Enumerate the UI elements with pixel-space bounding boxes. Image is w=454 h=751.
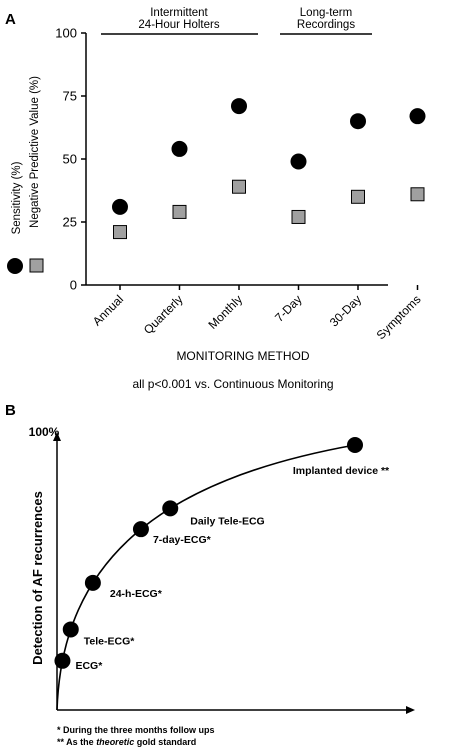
x-tick-label: 7-Day <box>272 292 305 325</box>
group-header-line2-longterm: Recordings <box>297 19 355 31</box>
sensitivity-point <box>290 153 307 170</box>
curve-point <box>62 621 79 638</box>
x-ticks-a: Annual Quarterly Monthly 7-Day 30-Day Symptom… <box>90 285 424 342</box>
y-axis-arrowhead <box>53 432 61 441</box>
group-header-line1-holters: Intermittent <box>150 7 208 19</box>
y-ticks-a: 0 25 50 75 100 <box>55 26 86 293</box>
npv-point <box>351 189 365 204</box>
footnote-2-suffix: gold standard <box>134 737 196 747</box>
significance-note: all p<0.001 vs. Continuous Monitoring <box>132 377 333 391</box>
curve-point-label: Tele-ECG* <box>84 635 135 647</box>
y-axis-label-detection: Detection of AF recurrences <box>30 491 45 665</box>
curve-point <box>347 437 363 453</box>
scatter-marks-a <box>112 98 426 240</box>
npv-point <box>113 225 127 240</box>
legend-circle-marker <box>7 258 23 274</box>
curve-point-label: 24-h-ECG* <box>110 588 163 600</box>
group-header-line1-longterm: Long-term <box>300 7 352 19</box>
footnote-2-emphasis: theoretic <box>96 737 134 747</box>
curve-point <box>162 500 179 517</box>
sensitivity-point <box>171 140 188 157</box>
curve-point <box>54 652 71 669</box>
curve-point <box>132 521 149 538</box>
x-tick-label: Quarterly <box>141 292 186 337</box>
npv-point <box>172 204 187 219</box>
x-tick-label: 30-Day <box>327 292 364 329</box>
legend-square-marker <box>29 258 44 273</box>
y-tick-label: 75 <box>63 89 77 104</box>
y-tick-label: 0 <box>70 278 77 293</box>
panel-b-label: B <box>5 402 16 419</box>
sensitivity-point <box>350 113 366 130</box>
npv-point <box>232 179 246 194</box>
x-axis-title-a: MONITORING METHOD <box>176 349 309 363</box>
x-tick-label: Symptoms <box>374 292 424 342</box>
y-tick-label: 100 <box>55 26 77 41</box>
group-header-line2-holters: 24-Hour Holters <box>138 19 219 31</box>
detection-curve <box>56 444 356 711</box>
curve-point <box>84 574 101 591</box>
footnote-1: * During the three months follow ups <box>57 725 215 735</box>
x-tick-label: Monthly <box>206 292 246 332</box>
x-axis-arrowhead <box>406 706 415 714</box>
curve-points-b: ECG* Tele-ECG* 24-h-ECG* 7-day-ECG* Daily Te… <box>54 437 390 672</box>
sensitivity-point <box>231 98 247 115</box>
curve-point-label: Implanted device ** <box>293 465 390 477</box>
sensitivity-point <box>112 198 128 215</box>
footnote-2: ** As the theoretic gold standard <box>57 737 196 747</box>
curve-point-label: Daily Tele-ECG <box>190 515 265 527</box>
footnote-2-prefix: ** As the <box>57 737 96 747</box>
npv-point <box>291 209 306 224</box>
panel-a-label: A <box>5 11 16 28</box>
x-tick-label: Annual <box>90 292 126 328</box>
y-axis-label-npv: Negative Predictive Value (%) <box>29 76 41 228</box>
y-tick-label: 50 <box>63 152 77 167</box>
npv-point <box>410 187 425 202</box>
curve-point-label: 7-day-ECG* <box>153 534 212 546</box>
curve-point-label: ECG* <box>75 660 103 672</box>
sensitivity-point <box>409 108 426 125</box>
y-tick-label: 25 <box>63 215 77 230</box>
y-axis-label-sensitivity: Sensitivity (%) <box>11 161 23 234</box>
y-max-label: 100% <box>29 425 60 439</box>
